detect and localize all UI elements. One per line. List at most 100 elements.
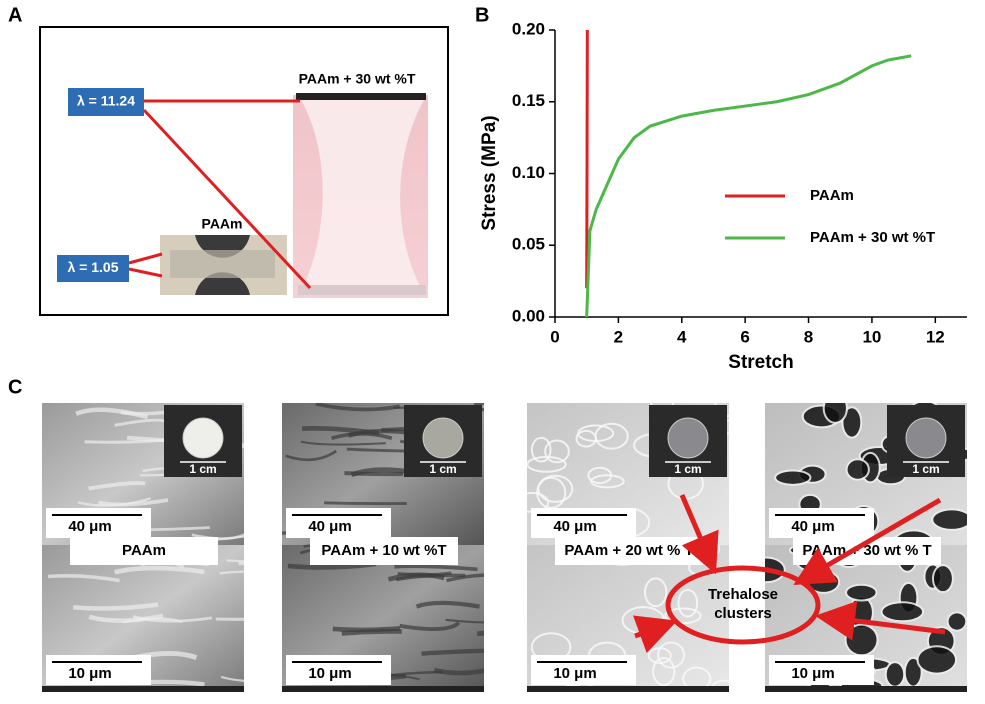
scalebar-label: 10 μm xyxy=(68,665,111,682)
texture xyxy=(652,657,676,687)
y-axis-title: Stress (MPa) xyxy=(479,115,500,230)
inset-scale: 1 cm xyxy=(674,462,701,476)
texture xyxy=(88,481,146,491)
texture xyxy=(527,456,567,473)
texture xyxy=(421,648,484,656)
x-tick-label: 8 xyxy=(804,327,813,346)
texture xyxy=(931,508,967,531)
panel-label: A xyxy=(8,4,22,26)
texture xyxy=(845,458,870,481)
scalebar-box xyxy=(769,655,874,685)
texture xyxy=(946,611,967,632)
scalebar-label: 40 μm xyxy=(791,518,834,535)
texture xyxy=(84,437,174,444)
condition-label: PAAm + 20 wt % T xyxy=(564,542,693,559)
scalebar-box xyxy=(46,508,151,538)
legend-label: PAAm xyxy=(810,187,854,204)
texture xyxy=(287,561,377,570)
texture xyxy=(219,570,244,575)
scalebar-box xyxy=(531,655,636,685)
texture xyxy=(47,574,120,583)
panel-label: B xyxy=(475,4,489,26)
texture xyxy=(226,559,244,563)
texture xyxy=(395,573,466,582)
texture xyxy=(399,621,461,632)
scalebar-box xyxy=(286,655,391,685)
inset-sample xyxy=(667,417,709,459)
gel-sample xyxy=(300,98,425,290)
scalebar-label: 40 μm xyxy=(553,518,596,535)
texture xyxy=(191,533,244,540)
x-tick-label: 4 xyxy=(677,327,687,346)
y-tick-label: 0.05 xyxy=(512,235,545,254)
stretch-badge xyxy=(68,88,144,116)
x-tick-label: 12 xyxy=(926,327,945,346)
texture xyxy=(446,573,484,583)
texture xyxy=(530,436,552,463)
x-axis-title: Stretch xyxy=(728,352,793,373)
clamp xyxy=(298,285,426,295)
inset-sample xyxy=(905,417,947,459)
y-tick-label: 0.15 xyxy=(512,91,545,110)
scalebar-label: 40 μm xyxy=(308,518,351,535)
sem-images: 1 cm 40 μm 10 μm xyxy=(282,403,484,692)
stretch-badge xyxy=(57,255,129,282)
texture xyxy=(341,629,402,636)
scalebar-box xyxy=(46,655,151,685)
sem-info-strip xyxy=(42,686,244,692)
texture xyxy=(845,583,878,602)
y-tick-label: 0.10 xyxy=(512,163,545,182)
scalebar-label: 10 μm xyxy=(791,665,834,682)
sample-label: PAAm + 30 wt %T xyxy=(299,71,416,87)
texture xyxy=(884,661,906,688)
texture xyxy=(544,439,570,464)
texture xyxy=(73,602,159,611)
x-tick-label: 10 xyxy=(862,327,881,346)
texture xyxy=(114,565,205,575)
sample-label: PAAm xyxy=(202,216,243,232)
texture xyxy=(415,600,480,609)
scalebar-label: 10 μm xyxy=(553,665,596,682)
paam-sample xyxy=(170,250,275,278)
texture xyxy=(344,471,404,477)
condition-box xyxy=(310,537,458,565)
inset-scale: 1 cm xyxy=(189,462,216,476)
stress-stretch-chart: Stretch Stress (MPa) 0 2 4 6 8 10 12 0.00 0.05 0.… xyxy=(479,19,967,373)
texture xyxy=(677,588,699,618)
connector-lines xyxy=(128,99,312,290)
sem-column: 1 cm 40 μm 10 μm PAAm xyxy=(42,403,244,692)
texture xyxy=(880,601,925,623)
texture xyxy=(841,406,863,439)
scalebar-box xyxy=(769,508,874,538)
stretch-label: λ = 1.05 xyxy=(68,259,119,275)
texture xyxy=(916,645,958,675)
condition-box xyxy=(70,537,218,565)
y-tick-label: 0.20 xyxy=(512,19,545,38)
texture xyxy=(774,469,812,486)
sem-column: 1 cm 40 μm 10 μm PAAm + 10 wt %T xyxy=(282,403,484,692)
condition-label: PAAm + 10 wt %T xyxy=(321,542,446,559)
legend-label: PAAm + 30 wt %T xyxy=(810,229,935,246)
sem-images: 1 cm 40 μm 10 μm xyxy=(42,403,244,692)
texture xyxy=(300,440,386,446)
texture xyxy=(388,670,442,677)
texture xyxy=(98,498,169,507)
texture xyxy=(285,449,337,462)
texture xyxy=(324,501,407,506)
x-tick-label: 0 xyxy=(550,327,559,346)
sem-info-strip xyxy=(765,686,967,692)
texture xyxy=(844,623,879,657)
scalebar-label: 40 μm xyxy=(68,518,111,535)
scalebar-box xyxy=(531,508,636,538)
texture xyxy=(537,474,574,503)
x-tick-label: 6 xyxy=(740,327,749,346)
texture xyxy=(315,403,401,412)
texture xyxy=(643,577,668,608)
panel-label: C xyxy=(8,376,22,398)
y-tick-label: 0.00 xyxy=(512,306,545,325)
trehalose-annotation xyxy=(632,494,946,654)
scalebar-label: 10 μm xyxy=(308,665,351,682)
